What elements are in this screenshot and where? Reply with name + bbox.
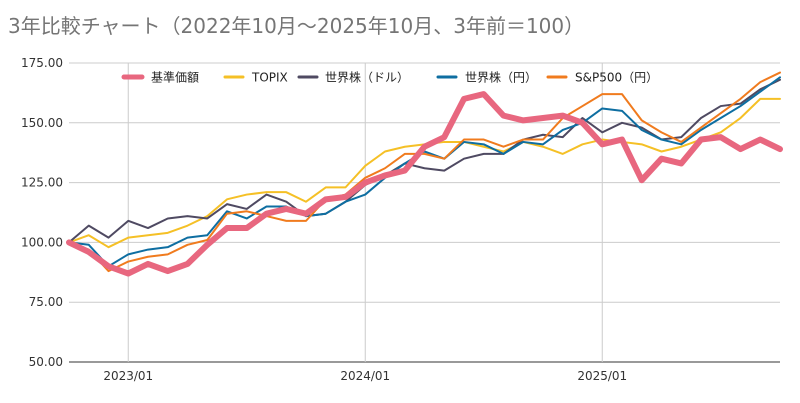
x-tick-label: 2024/01 <box>340 369 390 383</box>
chart-title: 3年比較チャート（2022年10月〜2025年10月、3年前＝100） <box>8 14 585 38</box>
legend: 基準価額 TOPIX 世界株（ドル） 世界株（円） S&P500（円） <box>121 70 658 85</box>
legend-label-4: S&P500（円） <box>575 71 658 85</box>
y-tick-label: 100.00 <box>21 235 63 249</box>
series-line-3 <box>68 76 781 268</box>
series-line-1 <box>68 97 781 249</box>
legend-label-1: TOPIX <box>251 71 288 85</box>
legend-label-3: 世界株（円） <box>465 70 537 85</box>
y-tick-label: 175.00 <box>21 56 63 70</box>
series-line-0 <box>66 91 783 277</box>
y-tick-label: 75.00 <box>29 295 63 309</box>
legend-label-2: 世界株（ドル） <box>325 70 409 85</box>
x-tick-label: 2023/01 <box>103 369 153 383</box>
y-tick-label: 50.00 <box>29 355 63 369</box>
x-tick-label: 2025/01 <box>577 369 627 383</box>
y-tick-label: 150.00 <box>21 116 63 130</box>
y-gridlines <box>69 62 780 363</box>
legend-label-0: 基準価額 <box>151 70 199 85</box>
y-tick-label: 125.00 <box>21 176 63 190</box>
series-line-4 <box>68 71 781 273</box>
